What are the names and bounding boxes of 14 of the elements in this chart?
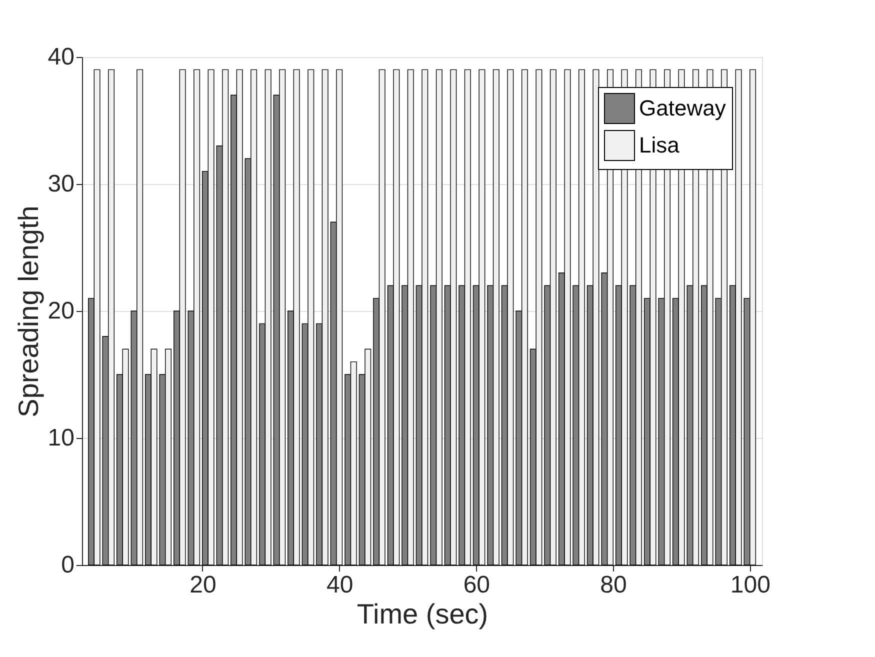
x-axis-title: Time (sec) [356, 598, 488, 630]
y-tick-label: 20 [48, 298, 74, 324]
legend-label: Gateway [639, 96, 726, 120]
y-axis-title: Spreading length [12, 206, 44, 418]
y-tick-label: 40 [48, 44, 74, 70]
y-tick-label: 30 [48, 170, 74, 198]
x-tick-label: 20 [190, 572, 216, 598]
x-tick-label: 60 [463, 572, 490, 598]
y-tick-label: 10 [48, 424, 74, 452]
y-tick-label: 0 [61, 552, 74, 578]
x-tick-label: 80 [600, 572, 627, 598]
legend-label: Lisa [639, 132, 680, 158]
x-tick-label: 100 [730, 572, 770, 598]
x-tick-label: 40 [326, 572, 354, 598]
